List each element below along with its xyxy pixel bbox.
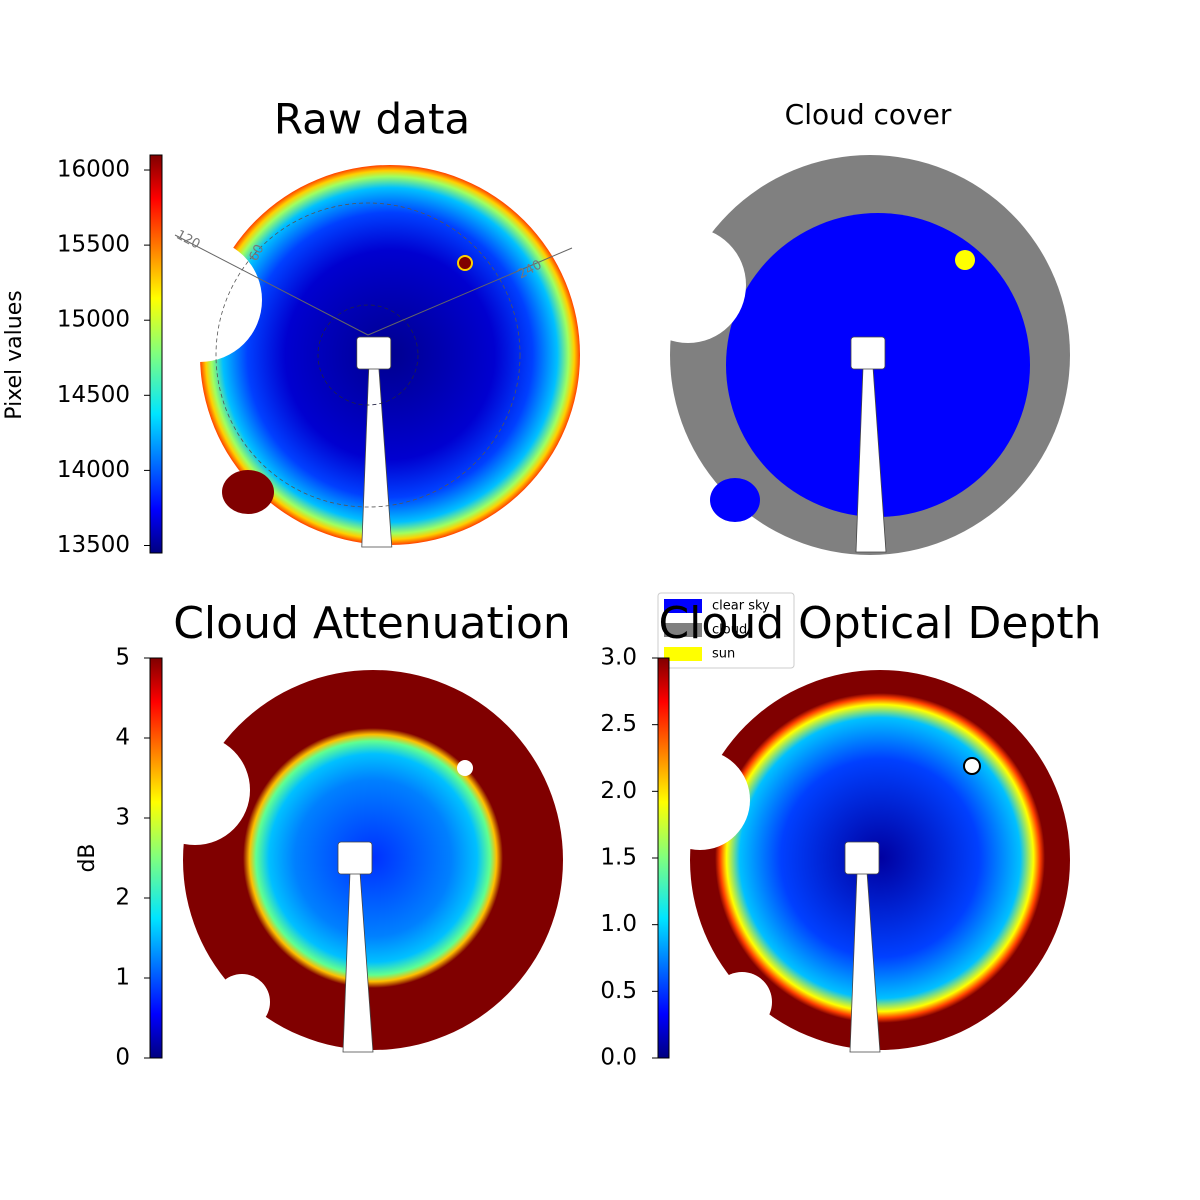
legend: clear sky cloud sun — [657, 592, 795, 669]
colorbar-tick-label: 5 — [115, 645, 130, 671]
colorbar-tick-label: 3 — [115, 805, 130, 831]
colorbar-tick-label: 3.0 — [600, 645, 637, 671]
colorbar-label: dB — [75, 843, 100, 872]
horizon-notch — [138, 238, 262, 362]
colorbar-tick-label: 15000 — [57, 307, 130, 333]
colorbar-tick-label: 2.5 — [600, 711, 637, 737]
legend-swatch — [664, 647, 702, 661]
polar-label: 60 — [246, 242, 267, 264]
horizon-notch — [140, 735, 250, 845]
colorbar-tick-label: 1.0 — [600, 911, 637, 937]
colorbar-tick-label: 13500 — [57, 532, 130, 558]
polar-spoke — [174, 234, 369, 336]
sun-ring — [963, 757, 981, 775]
sun-spot — [457, 255, 473, 271]
mast-head — [850, 336, 886, 370]
polar-spoke — [367, 247, 573, 336]
horizon-notch — [650, 750, 750, 850]
mast-head — [356, 336, 392, 370]
sky-core — [715, 693, 1045, 1023]
sky-blob — [222, 470, 274, 514]
colorbar-tick-label: 0 — [115, 1045, 130, 1071]
colorbar-tick-label: 0.5 — [600, 978, 637, 1004]
panel-title: Raw data — [274, 95, 470, 144]
colorbar-tick-label: 1.5 — [600, 845, 637, 871]
colorbar-tick-label: 16000 — [57, 157, 130, 183]
clear-region — [710, 478, 760, 522]
legend-label: sun — [712, 647, 735, 662]
horizon-notch — [630, 227, 746, 343]
mast-head — [844, 841, 880, 875]
sky-core — [243, 728, 503, 988]
colorbar-tick-label: 2.0 — [600, 778, 637, 804]
colorbar-tick-label: 14000 — [57, 457, 130, 483]
colorbar — [149, 154, 163, 554]
panel-title: Cloud Attenuation — [173, 598, 571, 649]
notch — [712, 972, 772, 1032]
mast-head — [337, 841, 373, 875]
colorbar — [657, 657, 670, 1059]
colorbar-tick-label: 1 — [115, 965, 130, 991]
sun-region — [955, 250, 975, 270]
panel-title: Cloud cover — [785, 98, 952, 131]
legend-swatch — [664, 623, 702, 637]
polar-grid — [317, 304, 419, 406]
colorbar — [149, 657, 163, 1059]
legend-swatch — [664, 599, 702, 613]
notch — [214, 974, 270, 1030]
panel-title: Cloud Optical Depth — [658, 598, 1101, 649]
colorbar-tick-label: 4 — [115, 725, 130, 751]
polar-grid — [215, 202, 521, 508]
colorbar-label: Pixel values — [2, 290, 27, 419]
colorbar-tick-label: 2 — [115, 885, 130, 911]
sun-hole — [457, 760, 473, 776]
legend-label: cloud — [712, 623, 747, 638]
colorbar-tick-label: 14500 — [57, 382, 130, 408]
colorbar-tick-label: 0.0 — [600, 1045, 637, 1071]
colorbar-tick-label: 15500 — [57, 232, 130, 258]
legend-label: clear sky — [712, 599, 770, 614]
